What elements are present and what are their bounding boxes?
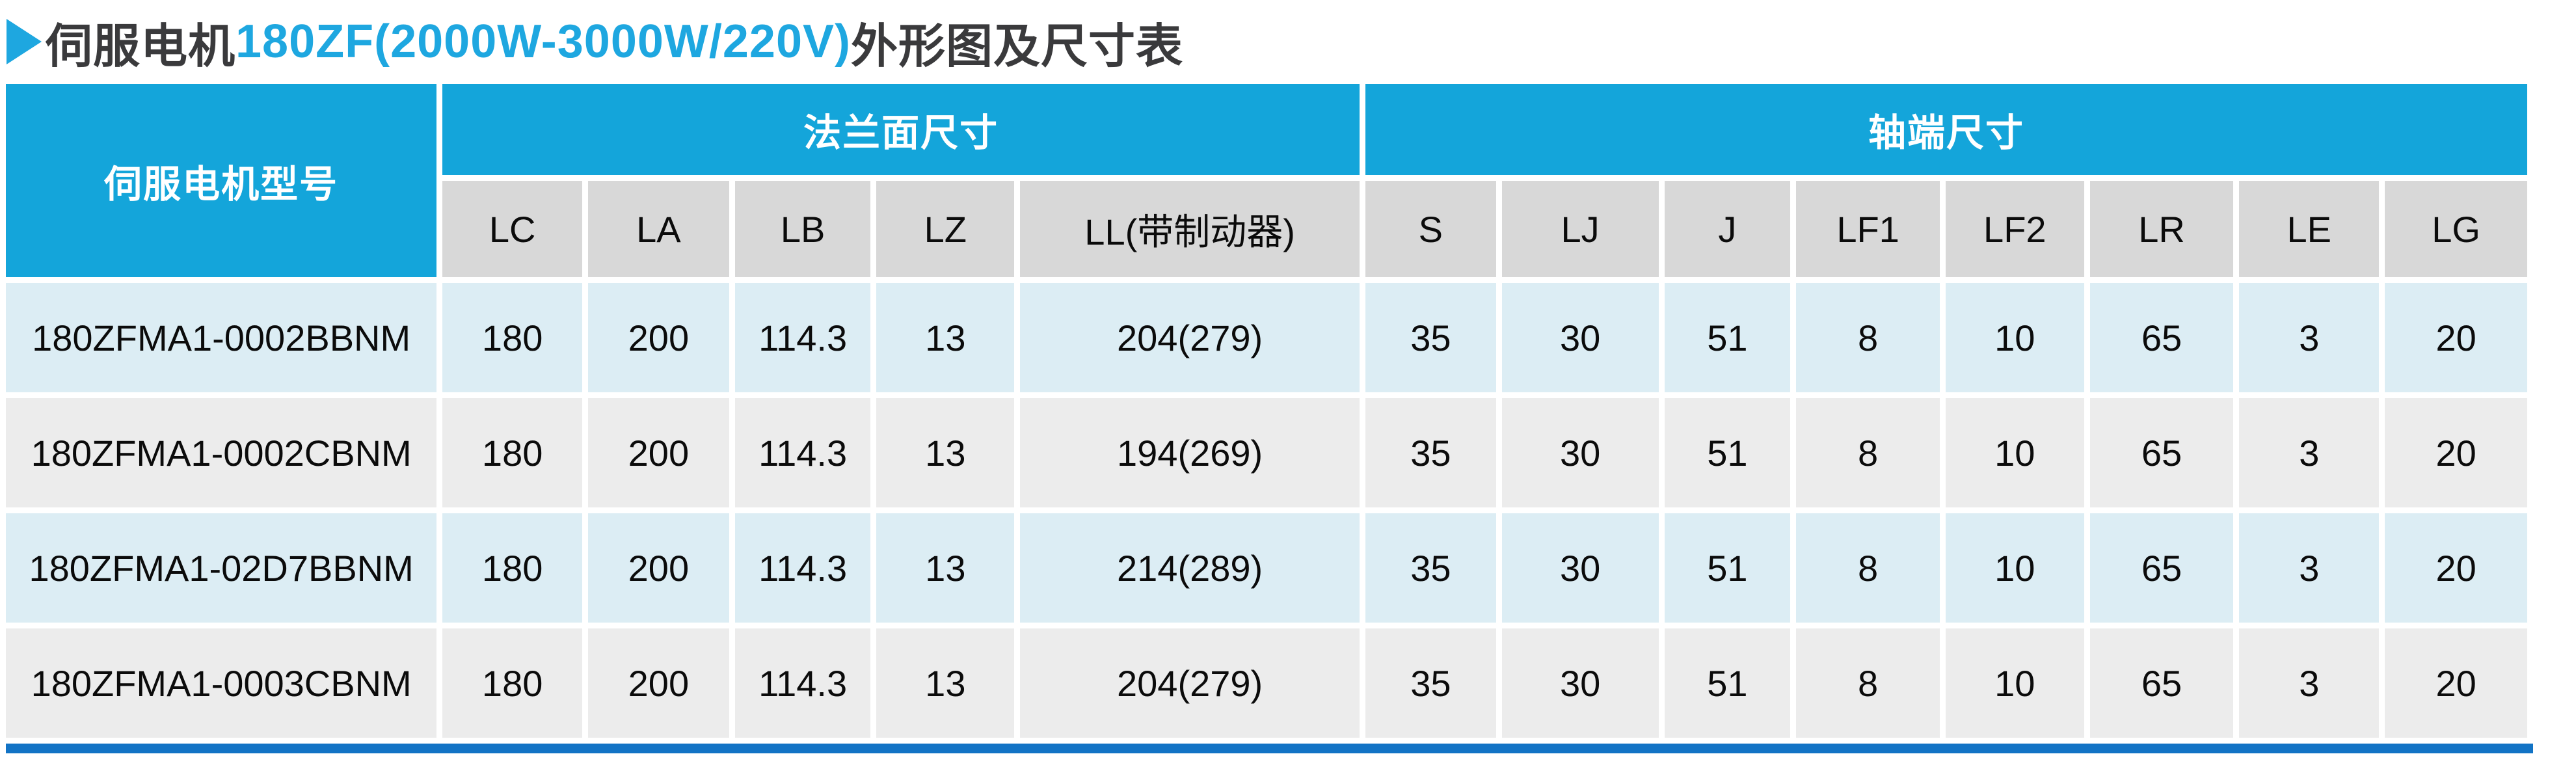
value-cell: 204(279) (1020, 628, 1360, 738)
column-header-lz: LZ (876, 181, 1015, 277)
value-cell: 13 (876, 513, 1015, 623)
title-arrow-icon (7, 19, 42, 64)
value-cell: 194(269) (1020, 398, 1360, 507)
column-header-lr: LR (2089, 181, 2234, 277)
column-header-lb: LB (734, 181, 871, 277)
value-cell: 51 (1664, 398, 1791, 507)
value-cell: 35 (1365, 628, 1496, 738)
value-cell: 30 (1501, 398, 1659, 507)
value-cell: 51 (1664, 513, 1791, 623)
value-cell: 200 (588, 628, 729, 738)
value-cell: 20 (2385, 628, 2527, 738)
value-cell: 180 (442, 628, 583, 738)
value-cell: 65 (2089, 283, 2234, 392)
value-cell: 200 (588, 398, 729, 507)
column-header-s: S (1365, 181, 1496, 277)
model-cell: 180ZFMA1-0002CBNM (6, 398, 437, 507)
value-cell: 65 (2089, 628, 2234, 738)
value-cell: 114.3 (734, 283, 871, 392)
column-header-lg: LG (2385, 181, 2527, 277)
page-title: 伺服电机 180ZF(2000W-3000W/220V) 外形图及尺寸表 (0, 0, 2576, 78)
value-cell: 35 (1365, 283, 1496, 392)
value-cell: 204(279) (1020, 283, 1360, 392)
value-cell: 13 (876, 398, 1015, 507)
value-cell: 8 (1796, 398, 1940, 507)
column-header-le: LE (2239, 181, 2380, 277)
value-cell: 30 (1501, 628, 1659, 738)
value-cell: 20 (2385, 398, 2527, 507)
value-cell: 3 (2239, 513, 2380, 623)
value-cell: 30 (1501, 283, 1659, 392)
value-cell: 3 (2239, 283, 2380, 392)
column-header-ll-with-brake: LL(带制动器) (1020, 181, 1360, 277)
value-cell: 20 (2385, 513, 2527, 623)
value-cell: 30 (1501, 513, 1659, 623)
value-cell: 65 (2089, 398, 2234, 507)
value-cell: 114.3 (734, 628, 871, 738)
value-cell: 65 (2089, 513, 2234, 623)
value-cell: 180 (442, 513, 583, 623)
table-header-sub-row: LC LA LB LZ LL(带制动器) S LJ J LF1 LF2 LR L… (6, 181, 2527, 277)
column-header-la: LA (588, 181, 729, 277)
value-cell: 13 (876, 628, 1015, 738)
value-cell: 20 (2385, 283, 2527, 392)
column-header-lf1: LF1 (1796, 181, 1940, 277)
value-cell: 51 (1664, 628, 1791, 738)
column-header-lf2: LF2 (1945, 181, 2084, 277)
group-header-shaft: 轴端尺寸 (1365, 84, 2527, 175)
value-cell: 3 (2239, 628, 2380, 738)
title-suffix: 外形图及尺寸表 (851, 20, 1184, 73)
value-cell: 180 (442, 283, 583, 392)
bottom-accent-bar (6, 744, 2533, 753)
model-column-header: 伺服电机型号 (6, 84, 437, 277)
value-cell: 8 (1796, 283, 1940, 392)
column-header-j: J (1664, 181, 1791, 277)
value-cell: 35 (1365, 398, 1496, 507)
model-cell: 180ZFMA1-0003CBNM (6, 628, 437, 738)
value-cell: 3 (2239, 398, 2380, 507)
model-cell: 180ZFMA1-0002BBNM (6, 283, 437, 392)
dimension-table: 伺服电机型号 法兰面尺寸 轴端尺寸 LC LA LB LZ LL(带制动器) S… (0, 78, 2533, 744)
value-cell: 13 (876, 283, 1015, 392)
value-cell: 35 (1365, 513, 1496, 623)
value-cell: 200 (588, 513, 729, 623)
value-cell: 214(289) (1020, 513, 1360, 623)
value-cell: 8 (1796, 628, 1940, 738)
value-cell: 10 (1945, 283, 2084, 392)
value-cell: 180 (442, 398, 583, 507)
table-row: 180ZFMA1-0003CBNM 180 200 114.3 13 204(2… (6, 628, 2527, 738)
value-cell: 114.3 (734, 513, 871, 623)
table-row: 180ZFMA1-0002CBNM 180 200 114.3 13 194(2… (6, 398, 2527, 507)
value-cell: 114.3 (734, 398, 871, 507)
title-model-range: 180ZF(2000W-3000W/220V) (235, 16, 852, 68)
value-cell: 10 (1945, 398, 2084, 507)
model-cell: 180ZFMA1-02D7BBNM (6, 513, 437, 623)
value-cell: 10 (1945, 628, 2084, 738)
value-cell: 51 (1664, 283, 1791, 392)
table-row: 180ZFMA1-0002BBNM 180 200 114.3 13 204(2… (6, 283, 2527, 392)
group-header-flange: 法兰面尺寸 (442, 84, 1360, 175)
column-header-lj: LJ (1501, 181, 1659, 277)
value-cell: 8 (1796, 513, 1940, 623)
title-prefix: 伺服电机 (46, 20, 236, 73)
column-header-lc: LC (442, 181, 583, 277)
value-cell: 200 (588, 283, 729, 392)
table-row: 180ZFMA1-02D7BBNM 180 200 114.3 13 214(2… (6, 513, 2527, 623)
value-cell: 10 (1945, 513, 2084, 623)
table-header-group-row: 伺服电机型号 法兰面尺寸 轴端尺寸 (6, 84, 2527, 277)
